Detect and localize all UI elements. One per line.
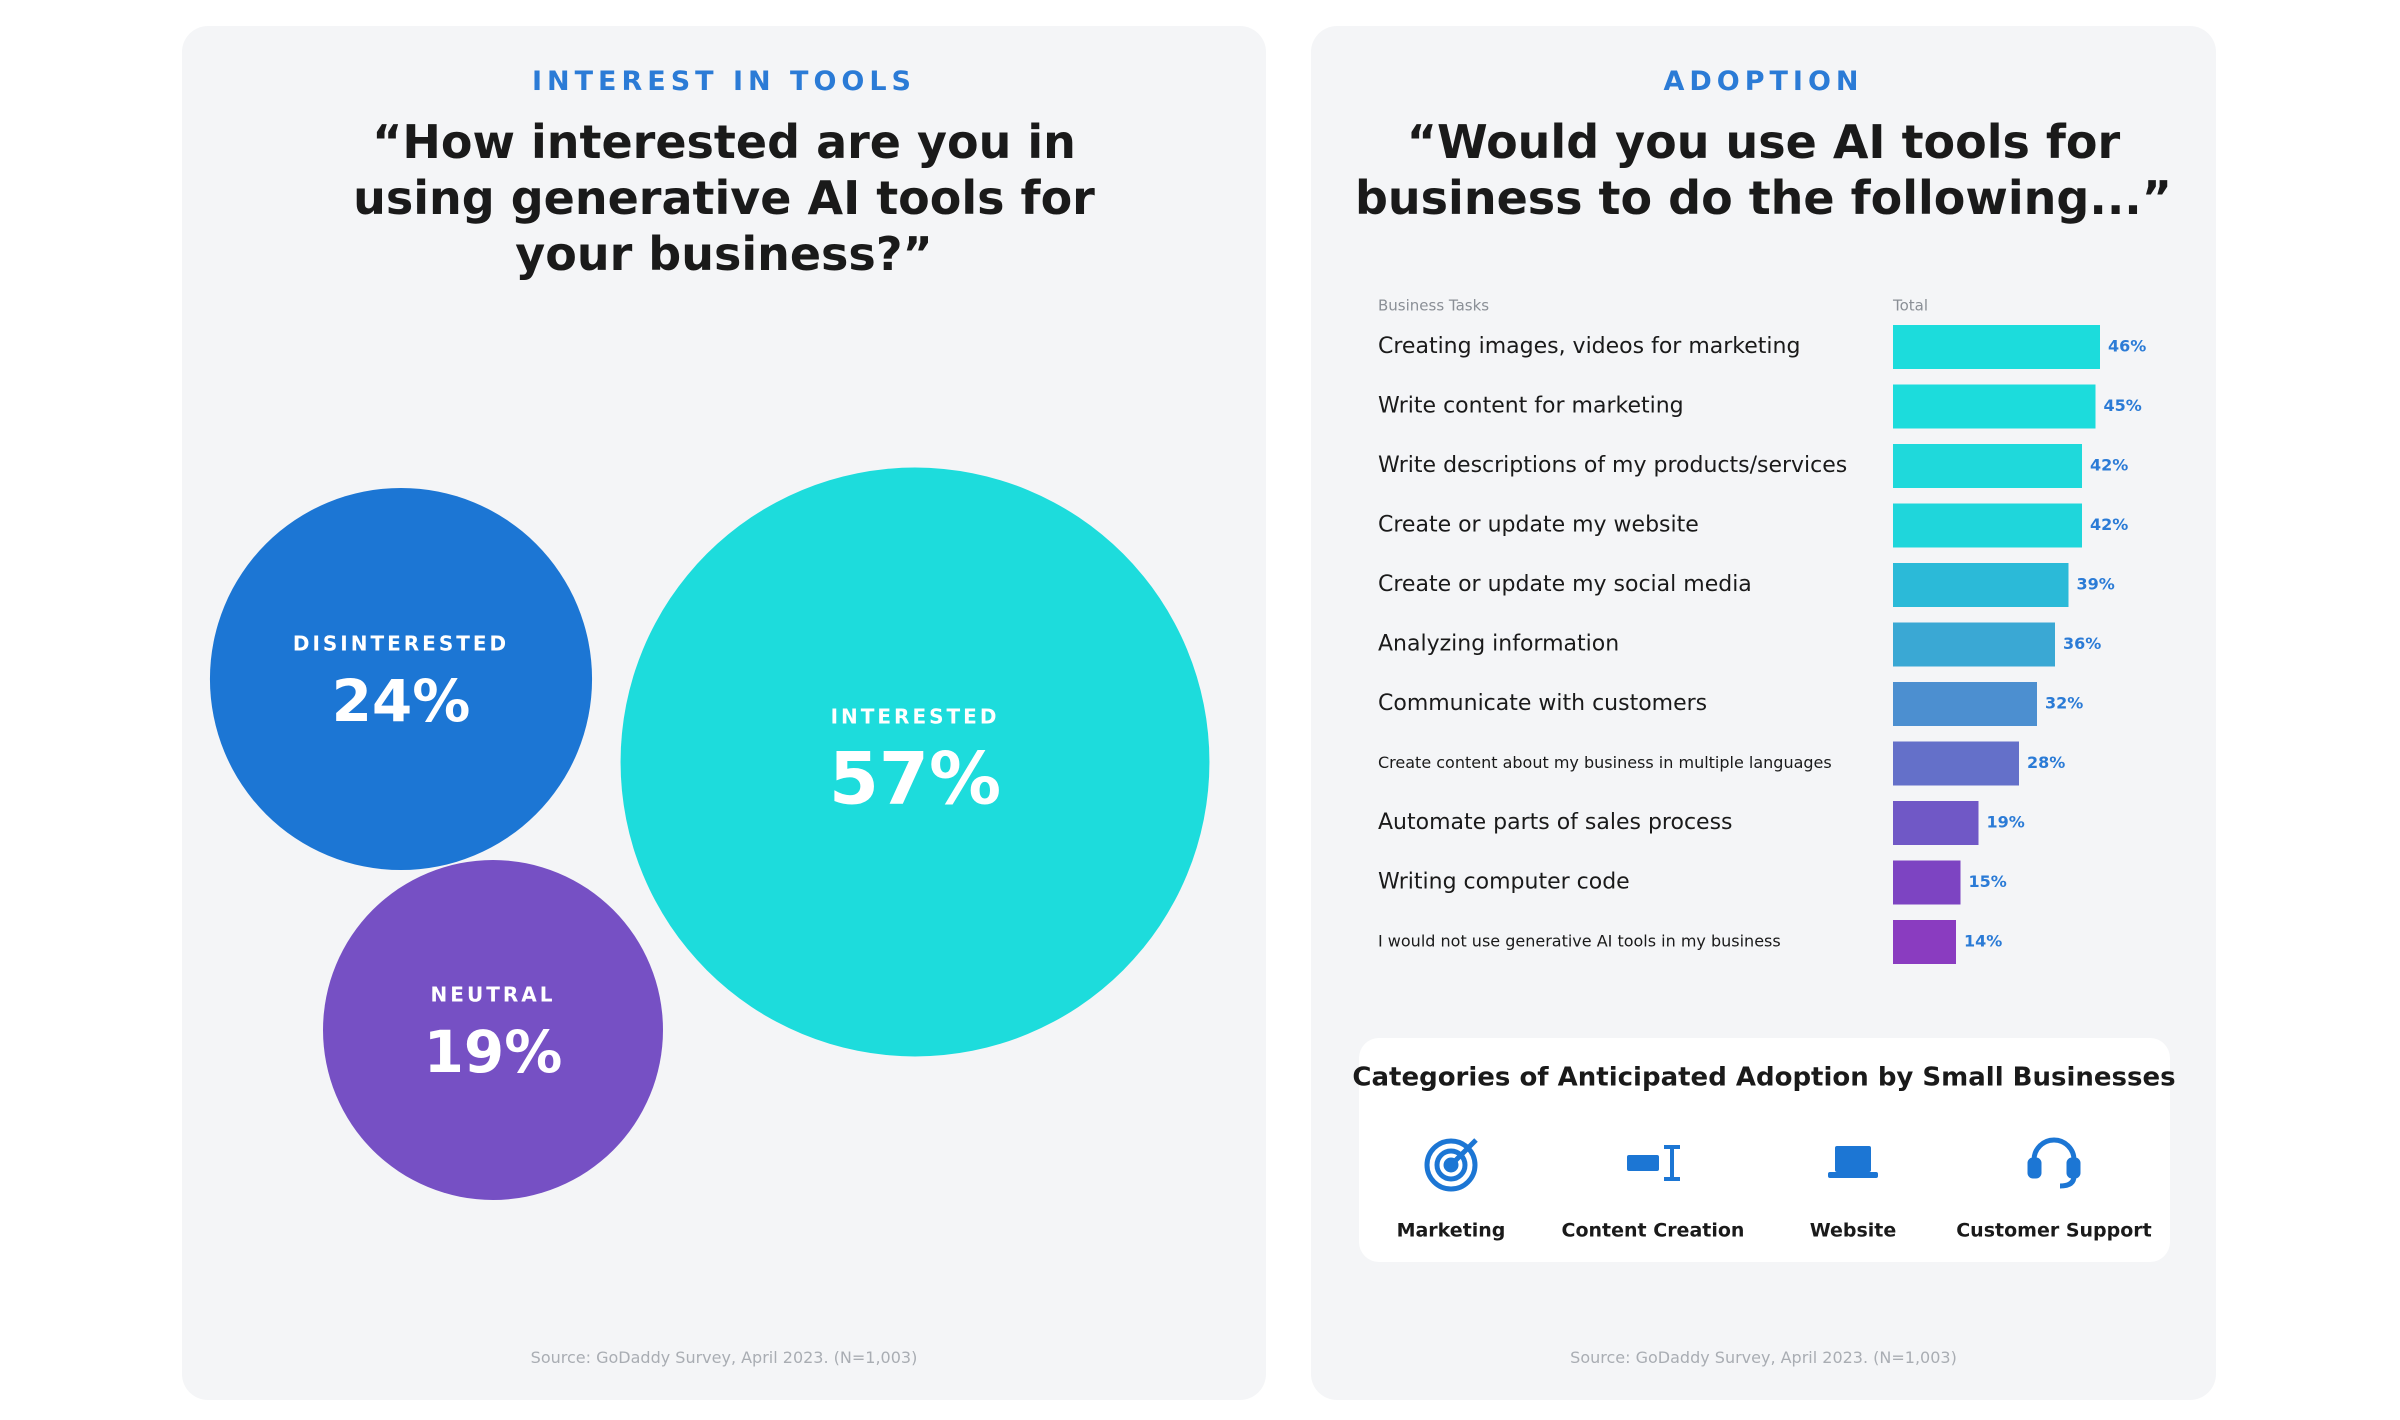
category-label: Content Creation (1562, 1220, 1745, 1242)
bar (1893, 801, 1979, 845)
bubble-category: INTERESTED (831, 705, 1000, 729)
source: Source: GoDaddy Survey, April 2023. (N=1… (530, 1348, 918, 1367)
y-tick-label: Create or update my website (1378, 513, 1699, 538)
y-tick-label: Creating images, videos for marketing (1378, 334, 1800, 359)
data-label: 15% (1969, 872, 2007, 891)
data-label: 42% (2090, 456, 2128, 475)
bubble-value: 19% (424, 1018, 563, 1086)
data-label: 39% (2077, 575, 2115, 594)
bar (1893, 622, 2055, 667)
bar (1893, 503, 2082, 548)
column-header: Total (1892, 297, 1928, 315)
bubble-value: 24% (332, 667, 471, 735)
icon-content (1627, 1145, 1680, 1181)
y-tick-label: Create content about my business in mult… (1378, 753, 1832, 772)
bar (1893, 741, 2019, 786)
data-label: 42% (2090, 515, 2128, 534)
y-tick-label: Analyzing information (1378, 632, 1619, 657)
bubble (209, 487, 593, 871)
y-tick-label: I would not use generative AI tools in m… (1378, 932, 1781, 951)
kicker: ADOPTION (1663, 66, 1864, 97)
bar (1893, 444, 2082, 488)
source: Source: GoDaddy Survey, April 2023. (N=1… (1570, 1348, 1957, 1367)
bubble-category: DISINTERESTED (293, 632, 509, 656)
icon-marketing (1424, 1138, 1478, 1192)
y-tick-label: Automate parts of sales process (1378, 810, 1733, 835)
category-label: Marketing (1397, 1220, 1506, 1242)
data-label: 45% (2104, 396, 2142, 415)
categories-title: Categories of Anticipated Adoption by Sm… (1352, 1063, 2175, 1093)
bubble (620, 467, 1210, 1057)
kicker: INTEREST IN TOOLS (531, 66, 917, 97)
y-tick-label: Create or update my social media (1378, 572, 1752, 597)
y-tick-label: Communicate with customers (1378, 691, 1707, 716)
bubble-category: NEUTRAL (431, 983, 556, 1007)
bar (1893, 920, 1956, 964)
chart-title: “How interested are you in using generat… (353, 115, 1095, 281)
data-label: 19% (1987, 813, 2025, 832)
categories-box (1359, 1038, 2170, 1262)
chart-title: “Would you use AI tools for business to … (1355, 115, 2172, 225)
y-tick-label: Writing computer code (1378, 870, 1630, 895)
bubble (323, 860, 663, 1200)
bar (1893, 563, 2069, 607)
icon-support (2027, 1137, 2081, 1189)
category-label: Website (1810, 1220, 1897, 1242)
data-label: 32% (2045, 694, 2083, 713)
y-tick-label: Write content for marketing (1378, 394, 1684, 419)
bar (1893, 325, 2100, 369)
icon-website (1828, 1146, 1878, 1178)
y-tick-label: Write descriptions of my products/servic… (1378, 453, 1847, 478)
column-header: Business Tasks (1378, 297, 1489, 315)
data-label: 36% (2063, 634, 2101, 653)
bar (1893, 682, 2037, 726)
category-label: Customer Support (1956, 1220, 2152, 1242)
data-label: 14% (1964, 932, 2002, 951)
bar (1893, 860, 1961, 905)
data-label: 46% (2108, 337, 2146, 356)
bubble-value: 57% (829, 737, 1001, 821)
data-label: 28% (2027, 753, 2065, 772)
bar (1893, 384, 2096, 429)
